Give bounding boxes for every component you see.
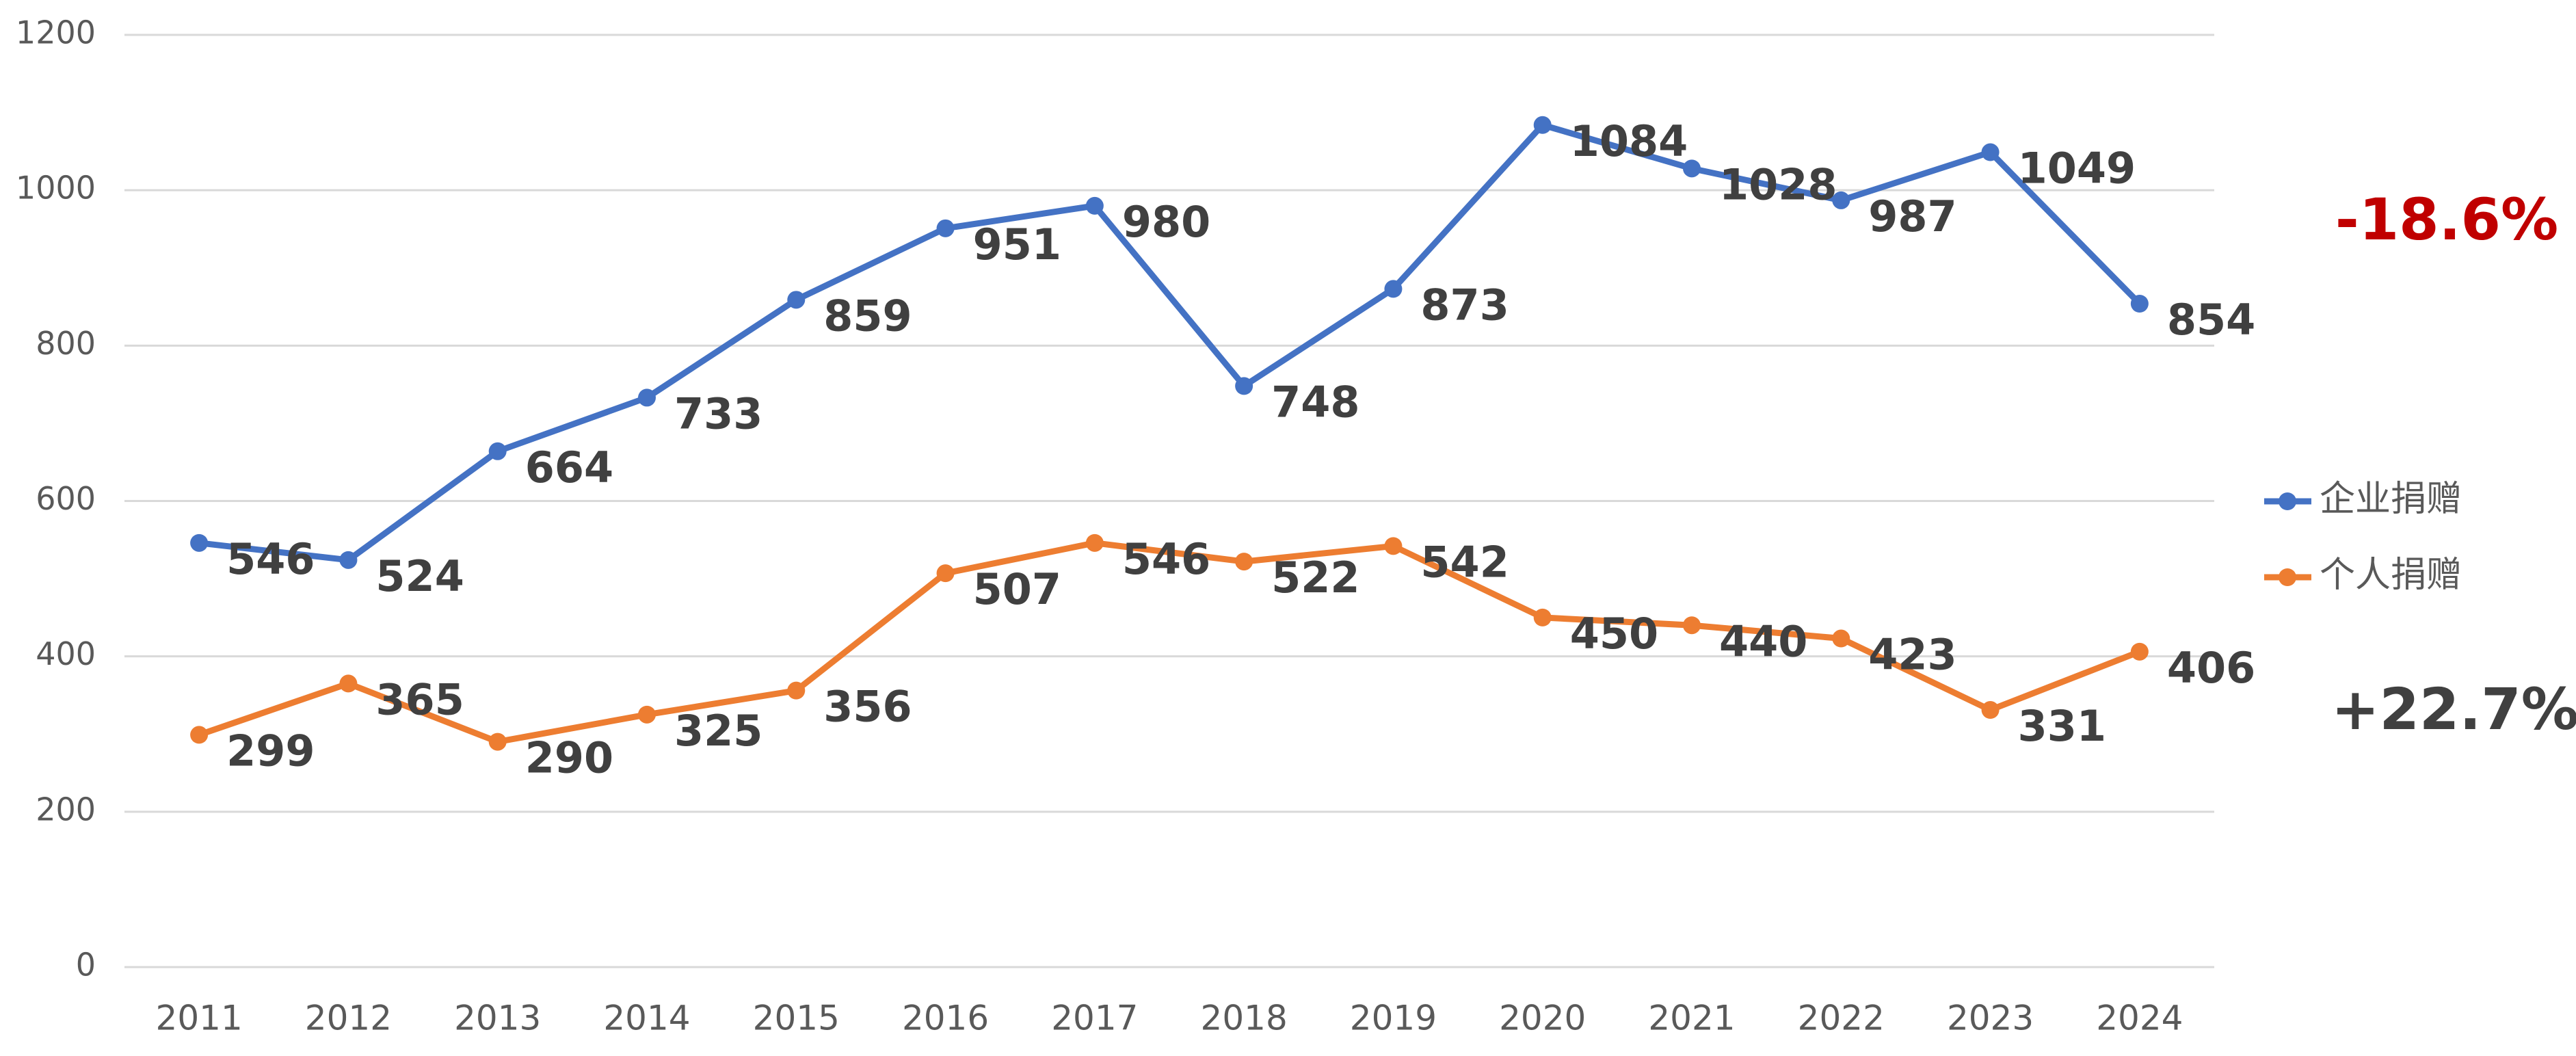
data-label: 859: [823, 291, 912, 341]
point: [1533, 116, 1552, 134]
x-tick-label: 2015: [753, 999, 840, 1038]
y-tick-label: 400: [36, 635, 96, 672]
point: [2130, 642, 2149, 661]
legend-label: 企业捐赠: [2320, 479, 2462, 520]
x-tick-label: 2018: [1201, 999, 1288, 1038]
data-label: 542: [1420, 537, 1509, 587]
point: [1832, 191, 1850, 209]
y-tick-label: 1200: [16, 14, 96, 51]
data-label: 546: [226, 534, 315, 584]
x-tick-label: 2020: [1499, 999, 1586, 1038]
data-label: 450: [1570, 609, 1658, 659]
point: [638, 388, 656, 407]
legend-marker: [2279, 568, 2296, 586]
y-tick-label: 1000: [16, 170, 96, 207]
data-label: 440: [1719, 616, 1807, 666]
x-tick-label: 2024: [2096, 999, 2183, 1038]
x-tick-label: 2021: [1648, 999, 1735, 1038]
series-line: [198, 122, 2142, 564]
data-label: 733: [674, 389, 762, 439]
point: [2130, 294, 2149, 313]
point: [1683, 616, 1701, 635]
data-label: 423: [1868, 630, 1956, 680]
x-tick-label: 2012: [305, 999, 392, 1038]
point: [488, 442, 507, 460]
data-label: 748: [1271, 377, 1359, 427]
x-tick-label: 2016: [902, 999, 989, 1038]
data-label: 854: [2167, 295, 2255, 345]
point: [787, 291, 806, 309]
data-label: 290: [525, 733, 613, 783]
data-label: 1049: [2018, 144, 2136, 194]
point: [1533, 608, 1552, 626]
y-tick-label: 0: [76, 947, 96, 984]
x-tick-label: 2013: [454, 999, 541, 1038]
x-tick-label: 2019: [1350, 999, 1437, 1038]
point: [339, 674, 358, 693]
point: [1981, 701, 2000, 720]
data-label: 546: [1122, 534, 1210, 584]
data-label: 1084: [1570, 116, 1688, 166]
legend-label: 个人捐赠: [2320, 555, 2462, 596]
point: [787, 681, 806, 700]
x-tick-label: 2022: [1798, 999, 1885, 1038]
point: [936, 219, 955, 237]
point: [1683, 159, 1701, 178]
x-tick-label: 2017: [1051, 999, 1138, 1038]
point: [1235, 377, 1253, 395]
legend-marker: [2279, 492, 2296, 510]
data-label: 664: [525, 443, 613, 492]
data-label: 331: [2018, 701, 2106, 751]
point: [190, 726, 209, 744]
data-label: 365: [375, 675, 464, 725]
data-label: 507: [973, 564, 1061, 614]
point: [339, 551, 358, 569]
y-tick-label: 600: [36, 480, 96, 517]
x-tick-label: 2014: [603, 999, 690, 1038]
series-line: [198, 540, 2141, 745]
point: [1085, 533, 1104, 552]
x-tick-label: 2011: [156, 999, 243, 1038]
data-label: 356: [823, 682, 912, 732]
point: [936, 564, 955, 583]
data-label: 325: [674, 706, 762, 756]
y-tick-label: 200: [36, 791, 96, 828]
x-tick-label: 2023: [1947, 999, 2034, 1038]
data-label: 951: [973, 220, 1061, 269]
data-label: 522: [1271, 553, 1359, 603]
data-label: 873: [1420, 280, 1509, 330]
point: [638, 705, 656, 724]
annotation: -18.6%: [2335, 186, 2558, 253]
annotation: +22.7%: [2331, 676, 2576, 743]
y-tick-label: 800: [36, 325, 96, 362]
data-label: 299: [226, 726, 315, 776]
data-label: 987: [1868, 192, 1956, 241]
point: [1981, 143, 2000, 161]
point: [1832, 629, 1850, 648]
point: [488, 732, 507, 751]
data-label: 1028: [1719, 159, 1837, 209]
point: [1235, 553, 1253, 571]
data-label: 980: [1122, 197, 1210, 247]
point: [1085, 196, 1104, 215]
point: [1384, 537, 1403, 555]
point: [190, 533, 209, 552]
data-label: 524: [375, 551, 464, 601]
data-label: 406: [2167, 643, 2255, 693]
point: [1384, 280, 1403, 298]
